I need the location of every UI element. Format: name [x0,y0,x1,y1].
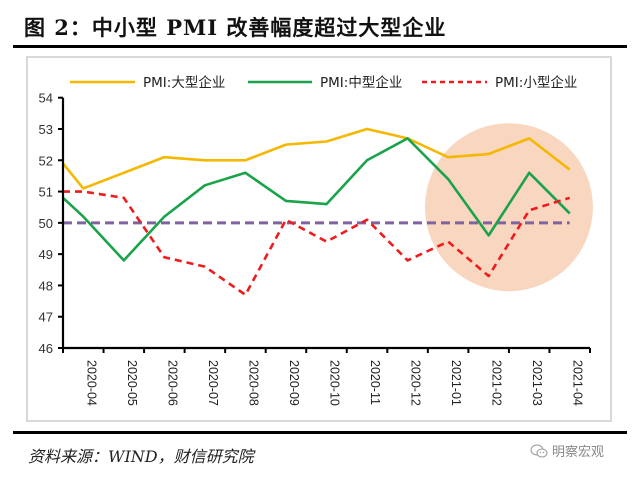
legend-label-1: PMI:中型企业 [320,74,402,91]
y-tick-label: 52 [39,153,53,168]
x-tick-label: 2020-04 [84,360,98,406]
series-line-2 [63,190,571,297]
highlight-circle [424,123,593,292]
x-tick-label: 2020-09 [287,360,301,406]
x-tick-label: 2020-12 [409,360,423,406]
x-tick-label: 2021-04 [571,360,585,406]
title-rule [13,45,627,48]
series-layer [61,127,571,297]
wechat-icon [530,444,548,457]
legend-label-0: PMI:大型企业 [143,74,225,91]
highlight-layer [424,123,593,292]
y-tick-label: 46 [39,341,53,356]
x-tick-label: 2020-08 [246,360,260,406]
source-note: 资料来源：WIND，财信研究院 [28,447,254,466]
y-tick-label: 47 [39,310,53,325]
x-tick-label: 2021-02 [490,360,504,406]
legend-layer: PMI:大型企业 PMI:中型企业 PMI:小型企业 [70,74,577,91]
chart-frame [26,56,612,422]
series-line-0 [61,127,571,190]
y-tick-label: 50 [39,216,53,231]
x-tick-label: 2021-03 [530,360,544,406]
y-tick-label: 49 [39,247,53,262]
watermark: 明察宏观 [530,441,604,460]
watermark-text: 明察宏观 [552,445,605,460]
y-tick-label: 48 [39,278,53,293]
y-tick-label: 53 [39,122,53,137]
series-line-1 [62,137,571,262]
y-tick-label: 54 [39,91,53,106]
x-tick-label: 2020-11 [368,360,382,405]
axis-layer: 46 47 48 49 50 51 52 53 54 2020-04 2020-05 2020-06 2… [39,91,591,406]
figure-title: 图 2：中小型 PMI 改善幅度超过大型企业 [24,15,447,40]
x-tick-label: 2020-10 [328,360,342,406]
x-tick-label: 2020-07 [206,360,220,406]
x-tick-label: 2021-01 [449,360,463,406]
legend-label-2: PMI:小型企业 [495,74,577,91]
source-rule [13,431,627,434]
x-tick-label: 2020-05 [125,360,139,406]
x-tick-label: 2020-06 [165,360,179,406]
y-tick-label: 51 [39,185,53,200]
